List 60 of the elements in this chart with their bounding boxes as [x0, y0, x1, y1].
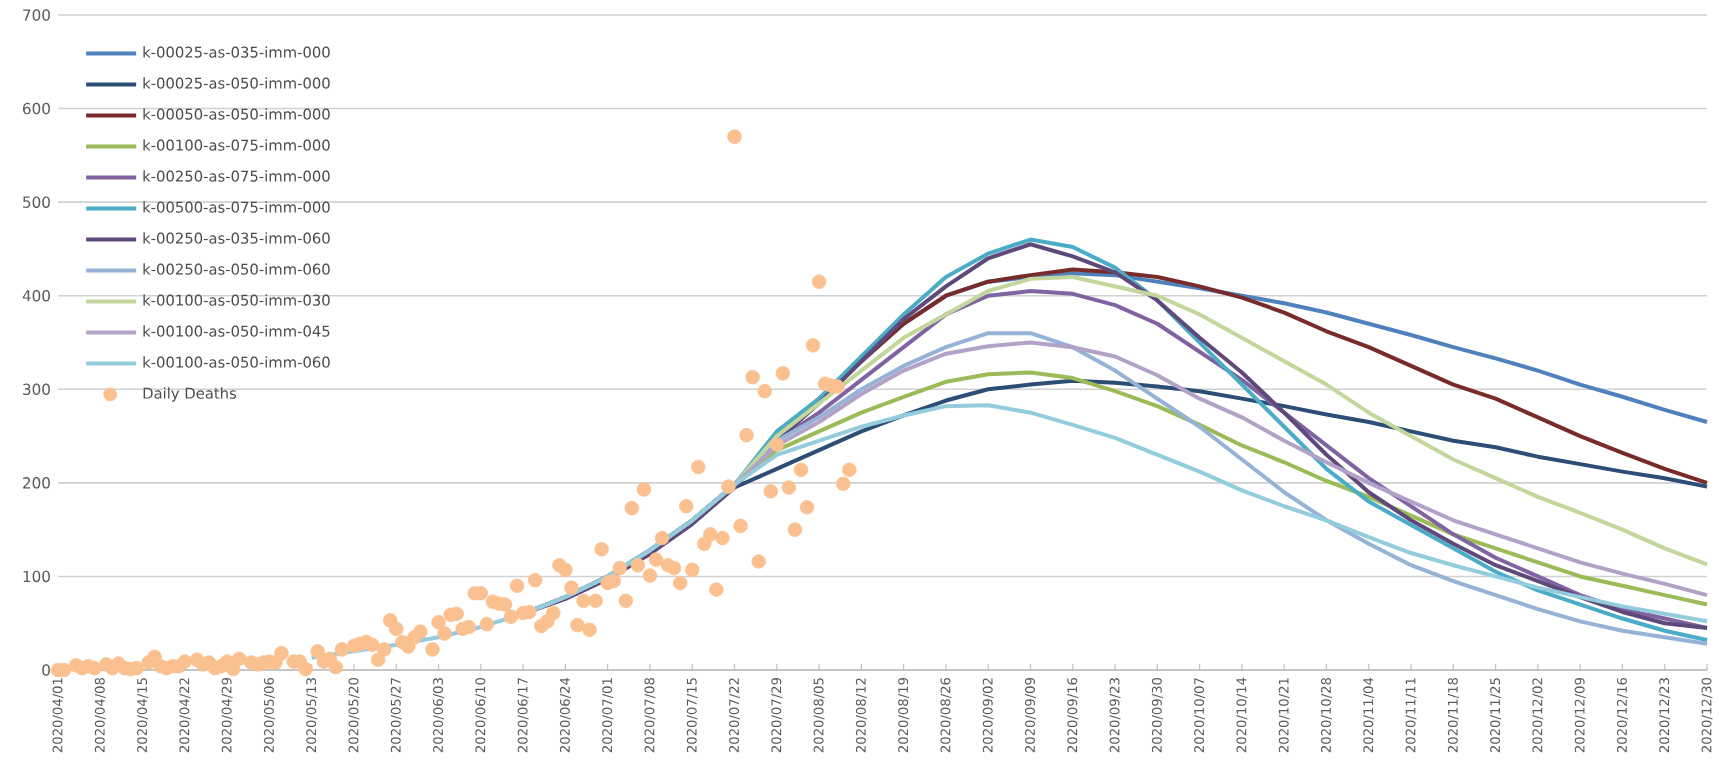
x-tick-label: 2020/08/12 [855, 678, 867, 753]
x-tick-label: 2020/10/28 [1320, 677, 1332, 753]
legend-label: k-00025-as-050-imm-000 [143, 77, 330, 89]
x-tick-label: 2020/09/30 [1151, 677, 1163, 753]
x-tick-label: 2020/09/16 [1067, 677, 1079, 753]
legend-label: Daily Deaths [143, 387, 237, 402]
y-tick-label: 600 [23, 102, 50, 115]
x-tick-label: 2020/06/03 [433, 678, 445, 753]
x-tick-label: 2020/07/01 [602, 678, 614, 753]
x-tick-label: 2020/12/30 [1701, 677, 1713, 753]
legend-label: k-00250-as-035-imm-060 [143, 232, 330, 244]
y-tick-label: 500 [23, 196, 50, 208]
legend-label: k-00100-as-075-imm-000 [143, 139, 330, 151]
x-tick-label: 2020/04/08 [94, 677, 106, 753]
x-tick-label: 2020/12/09 [1574, 677, 1586, 753]
x-tick-label: 2020/07/15 [686, 678, 698, 753]
legend-label: k-00050-as-050-imm-000 [143, 108, 330, 120]
x-tick-label: 2020/09/09 [1025, 677, 1036, 753]
x-tick-label: 2020/09/23 [1109, 678, 1121, 753]
x-tick-label: 2020/04/15 [137, 678, 149, 753]
x-tick-label: 2020/12/16 [1616, 677, 1628, 753]
x-tick-label: 2020/05/06 [263, 677, 275, 753]
x-tick-label: 2020/11/18 [1447, 677, 1459, 753]
x-tick-label: 2020/06/24 [559, 677, 571, 753]
legend-label: k-00500-as-075-imm-000 [143, 201, 330, 213]
x-tick-label: 2020/06/17 [517, 678, 529, 753]
x-tick-label: 2020/10/21 [1278, 678, 1290, 753]
x-tick-label: 2020/07/22 [729, 678, 741, 753]
y-tick-label: 200 [23, 477, 50, 489]
y-tick-label: 0 [42, 664, 50, 676]
x-tick-label: 2020/12/23 [1659, 678, 1671, 753]
legend-label: k-00100-as-050-imm-030 [143, 294, 330, 306]
x-tick-label: 2020/08/19 [898, 677, 910, 753]
x-tick-label: 2020/04/29 [221, 677, 233, 753]
y-tick-label: 700 [23, 9, 50, 21]
legend-label: k-00100-as-050-imm-060 [143, 356, 330, 368]
x-tick-label: 2020/04/22 [179, 678, 191, 753]
x-tick-label: 2020/05/20 [348, 677, 360, 753]
x-tick-label: 2020/06/10 [475, 677, 487, 753]
x-tick-label: 2020/11/11 [1405, 678, 1417, 753]
y-tick-label: 300 [23, 383, 50, 396]
x-tick-label: 2020/11/04 [1363, 677, 1375, 753]
x-tick-label: 2020/05/27 [390, 678, 402, 753]
x-tick-label: 2020/08/26 [940, 677, 952, 753]
legend-label: k-00100-as-050-imm-045 [143, 325, 330, 337]
x-tick-label: 2020/04/01 [52, 678, 64, 753]
legend-label: k-00025-as-035-imm-000 [143, 46, 330, 58]
y-tick-label: 100 [23, 570, 50, 583]
y-tick-label: 400 [22, 289, 50, 302]
x-tick-label: 2020/05/13 [306, 678, 318, 753]
legend-label: k-00250-as-050-imm-060 [143, 263, 330, 275]
x-tick-label: 2020/07/29 [771, 677, 783, 753]
legend-label: k-00250-as-075-imm-000 [143, 170, 330, 182]
x-tick-label: 2020/08/05 [813, 678, 825, 753]
x-tick-label: 2020/09/02 [982, 678, 994, 753]
x-tick-label: 2020/12/02 [1532, 678, 1544, 753]
x-tick-label: 2020/10/07 [1194, 678, 1206, 753]
x-tick-label: 2020/11/25 [1490, 678, 1502, 753]
x-tick-label: 2020/07/08 [644, 677, 656, 753]
x-tick-label: 2020/10/14 [1236, 677, 1248, 753]
